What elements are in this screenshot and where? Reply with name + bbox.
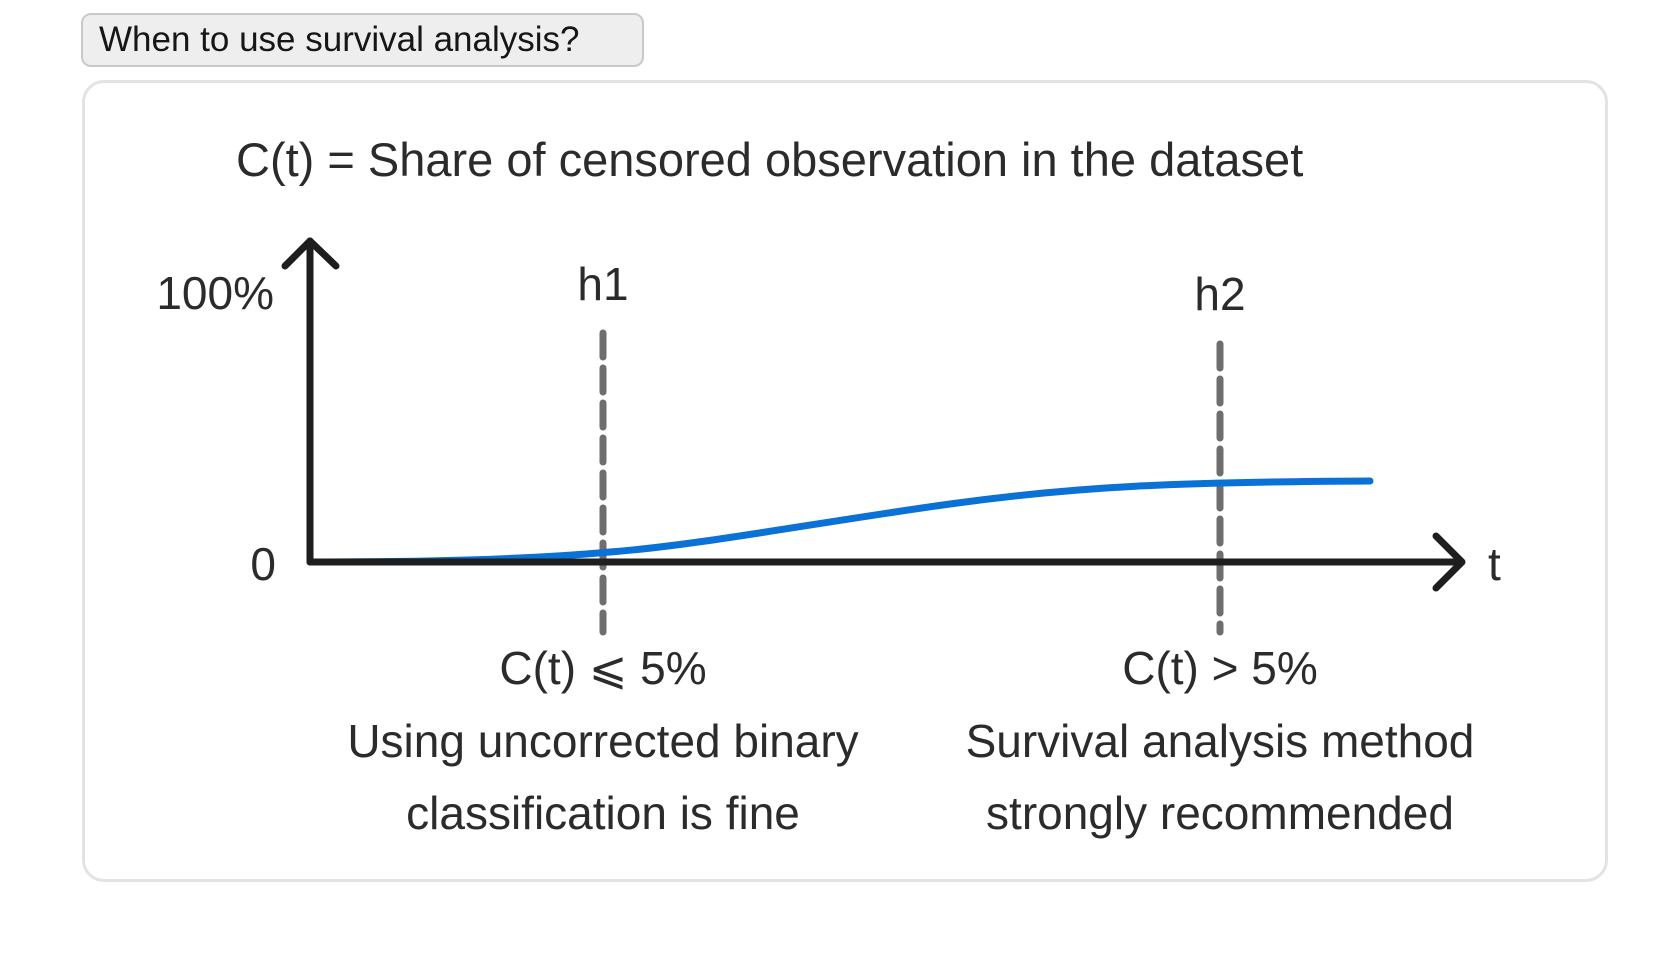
y-axis-top-label: 100% (156, 267, 274, 319)
y-axis-zero-label: 0 (250, 538, 276, 590)
threshold-h2-advice-line2: strongly recommended (986, 787, 1454, 839)
threshold-h1-label: h1 (577, 258, 628, 310)
x-axis-label: t (1488, 538, 1501, 590)
tag-button-label: When to use survival analysis? (99, 20, 580, 59)
y-axis-arrowhead (281, 237, 340, 270)
when-to-use-survival-analysis-button[interactable]: When to use survival analysis? (81, 13, 644, 67)
threshold-h1-advice-line2: classification is fine (406, 787, 800, 839)
diagram-title: C(t) = Share of censored observation in … (236, 133, 1303, 186)
threshold-h1-advice-line1: Using uncorrected binary (347, 715, 858, 767)
threshold-h1-condition: C(t) ⩽ 5% (499, 642, 706, 694)
threshold-h2-condition: C(t) > 5% (1122, 642, 1318, 694)
x-axis-arrowhead (1432, 532, 1466, 592)
threshold-h2-advice-line1: Survival analysis method (966, 715, 1475, 767)
censoring-curve (307, 477, 1374, 566)
threshold-h2-label: h2 (1194, 268, 1245, 320)
